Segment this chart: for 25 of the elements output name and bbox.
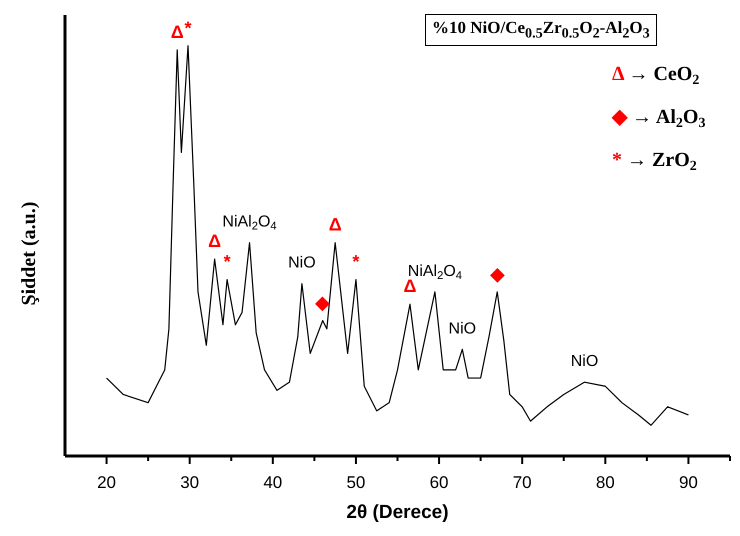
annotation: NiAl$_{2}$O$_{4}$ bbox=[222, 214, 277, 233]
annotation: NiO bbox=[570, 353, 598, 370]
x-tick-label: 30 bbox=[180, 473, 200, 492]
x-tick-label: 50 bbox=[346, 473, 366, 492]
annotation: Δ bbox=[208, 231, 222, 252]
annotation: Δ → CeO$_{2}$ bbox=[612, 63, 700, 88]
x-axis-title: 2θ (Derece) bbox=[346, 502, 449, 523]
annotation: NiO bbox=[288, 254, 316, 272]
x-tick-label: 40 bbox=[263, 473, 282, 492]
annotation: ◆ bbox=[489, 264, 506, 284]
x-tick-label: 20 bbox=[97, 473, 116, 492]
annotation: * bbox=[352, 252, 360, 272]
y-axis-title: Şiddet (a.u.) bbox=[18, 202, 40, 306]
annotation: NiO bbox=[448, 320, 476, 338]
annotation: ◆ → Al$_{2}$O$_{3}$ bbox=[611, 106, 706, 132]
annotation: Δ bbox=[328, 214, 342, 235]
x-tick-label: 80 bbox=[596, 473, 615, 492]
annotation: Δ bbox=[170, 22, 184, 42]
annotation: * bbox=[224, 252, 231, 272]
x-tick-label: 70 bbox=[512, 473, 532, 492]
annotation: * → ZrO$_{2}$ bbox=[612, 149, 697, 174]
chart-title: %10 NiO/Ce$_{0.5}$Zr$_{0.5}$O$_{2}$-Al$_{2}$O$_{3}$ bbox=[432, 18, 650, 42]
annotation: * bbox=[184, 18, 192, 38]
x-tick-label: 90 bbox=[678, 473, 698, 492]
x-tick-label: 60 bbox=[430, 473, 449, 492]
